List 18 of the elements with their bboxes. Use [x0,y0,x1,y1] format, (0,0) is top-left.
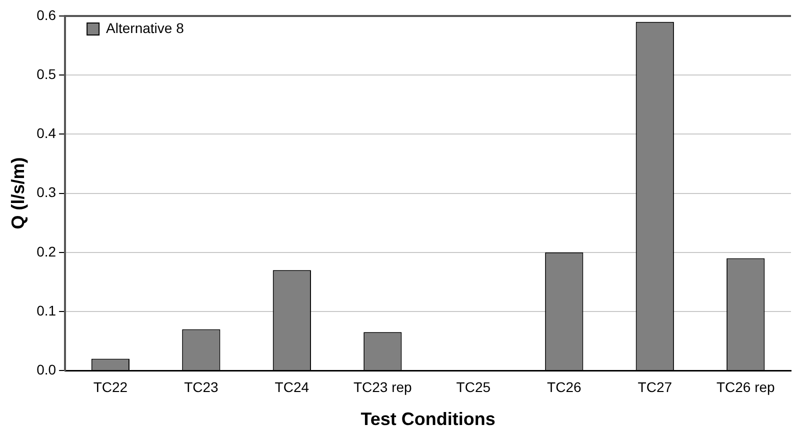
x-tick-label: TC27 [638,378,672,395]
x-tick-label: TC22 [93,378,128,395]
y-tick-label: 0.0 [36,361,56,378]
x-axis-title: Test Conditions [360,409,496,430]
x-tick-label: TC24 [274,378,310,395]
x-tick-label: TC23 rep [353,378,412,395]
y-axis-title: Q (l/s/m) [8,157,28,230]
y-tick-label: 0.2 [36,243,56,260]
y-tick-label: 0.4 [36,125,56,142]
y-tick-label: 0.1 [36,302,56,318]
y-tick-label: 0.5 [36,66,56,82]
y-tick-label: 0.6 [36,6,56,23]
x-tick-label: TC26 rep [716,378,776,395]
x-tick-label: TC23 [184,378,219,395]
y-tick-label: 0.3 [36,184,56,200]
legend-label: Alternative 8 [106,20,184,36]
x-tick-label: TC26 [547,378,582,395]
x-tick-label: TC25 [456,378,491,395]
